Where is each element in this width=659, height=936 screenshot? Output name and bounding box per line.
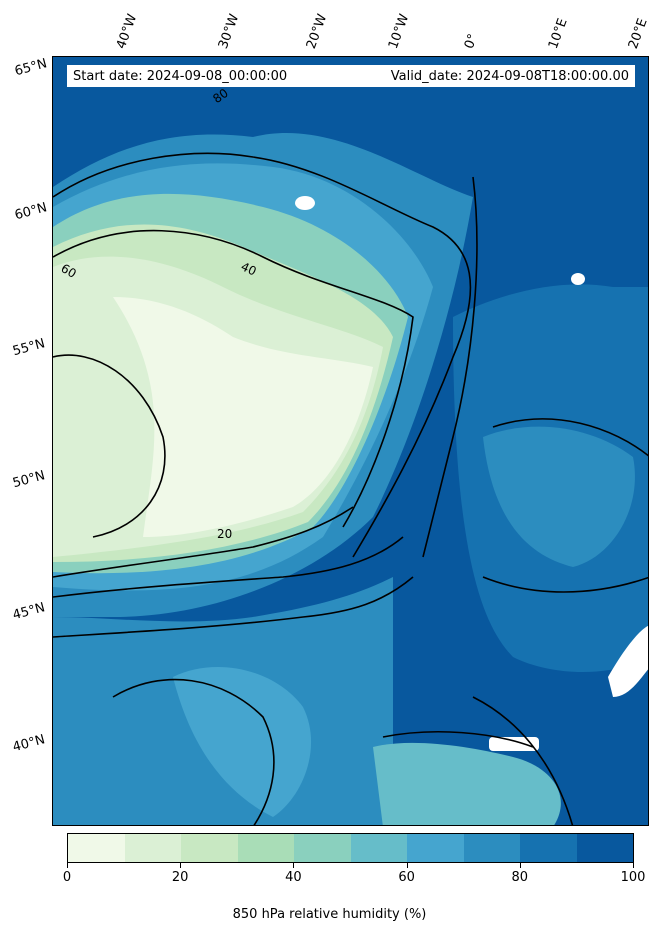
missing-data-patch bbox=[295, 196, 315, 210]
contour-lines bbox=[53, 152, 648, 825]
colorbar bbox=[67, 833, 634, 863]
humidity-region-sw-dry bbox=[173, 667, 312, 817]
colorbar-swatch bbox=[124, 834, 181, 862]
colorbar-tick-mark bbox=[519, 863, 521, 868]
colorbar-swatch bbox=[576, 834, 633, 862]
longitude-label-20e: 20°E bbox=[625, 16, 651, 51]
colorbar-tick-mark bbox=[406, 863, 408, 868]
longitude-label-10e: 10°E bbox=[545, 16, 571, 51]
colorbar-swatch bbox=[237, 834, 294, 862]
latitude-label-45n: 45°N bbox=[11, 600, 47, 624]
start-date-label: Start date: 2024-09-08_00:00:00 bbox=[73, 68, 288, 84]
colorbar-tick-label: 100 bbox=[620, 870, 646, 885]
colorbar-tick-label: 0 bbox=[62, 870, 72, 885]
longitude-label-40w: 40°W bbox=[113, 12, 141, 51]
humidity-field-map bbox=[53, 57, 648, 825]
longitude-label-30w: 30°W bbox=[215, 12, 243, 51]
latitude-label-60n: 60°N bbox=[13, 200, 49, 224]
colorbar-tick-mark bbox=[180, 863, 182, 868]
colorbar-tick-label: 20 bbox=[171, 870, 189, 885]
longitude-label-20w: 20°W bbox=[303, 12, 331, 51]
missing-data-patch bbox=[571, 273, 585, 285]
longitude-label-0: 0° bbox=[461, 31, 482, 51]
colorbar-swatch bbox=[463, 834, 520, 862]
colorbar-tick-mark bbox=[633, 863, 634, 868]
date-header: Start date: 2024-09-08_00:00:00 Valid_da… bbox=[67, 65, 635, 87]
map-panel: Start date: 2024-09-08_00:00:00 Valid_da… bbox=[52, 56, 649, 826]
humidity-region-below-20 bbox=[113, 297, 373, 537]
latitude-label-40n: 40°N bbox=[11, 732, 47, 756]
colorbar-tick-label: 80 bbox=[511, 870, 529, 885]
colorbar-tick-label: 40 bbox=[285, 870, 302, 885]
latitude-label-50n: 50°N bbox=[11, 468, 47, 492]
colorbar-swatch bbox=[520, 834, 577, 862]
missing-data-patch bbox=[608, 625, 648, 697]
humidity-region-east-mid bbox=[483, 426, 635, 567]
colorbar-swatch bbox=[181, 834, 238, 862]
missing-data-patch bbox=[489, 737, 539, 751]
colorbar-title: 850 hPa relative humidity (%) bbox=[232, 907, 427, 922]
humidity-region-iberia bbox=[373, 742, 561, 825]
colorbar-tick-mark bbox=[293, 863, 295, 868]
colorbar-tick-mark bbox=[67, 863, 68, 868]
longitude-label-10w: 10°W bbox=[385, 12, 413, 51]
colorbar-swatch bbox=[294, 834, 351, 862]
colorbar-swatch bbox=[407, 834, 464, 862]
valid-date-label: Valid_date: 2024-09-08T18:00:00.00 bbox=[390, 68, 629, 84]
latitude-label-55n: 55°N bbox=[11, 336, 47, 360]
colorbar-tick-label: 60 bbox=[398, 870, 415, 885]
contour-label-20: 20 bbox=[217, 527, 233, 541]
colorbar-swatch bbox=[68, 834, 125, 862]
colorbar-swatch bbox=[350, 834, 407, 862]
latitude-label-65n: 65°N bbox=[13, 56, 49, 80]
